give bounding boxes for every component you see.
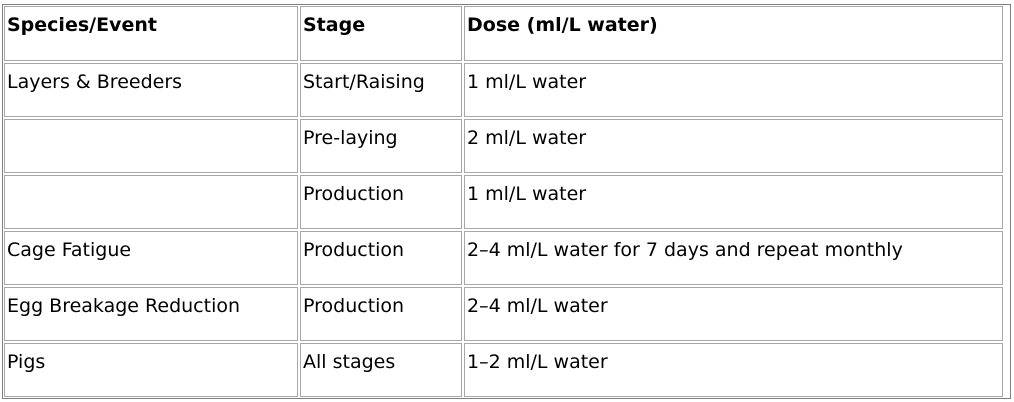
header-dose: Dose (ml/L water) (464, 6, 1003, 61)
table-row: Production 1 ml/L water (3, 174, 1010, 230)
cell-dose: 1 ml/L water (464, 63, 1003, 117)
table-header-row: Species/Event Stage Dose (ml/L water) (3, 5, 1010, 62)
table-row: Egg Breakage Reduction Production 2–4 ml… (3, 286, 1010, 342)
cell-dose: 1 ml/L water (464, 175, 1003, 229)
cell-species-event (4, 119, 298, 173)
header-species-event: Species/Event (4, 6, 298, 61)
cell-species-event: Cage Fatigue (4, 231, 298, 285)
cell-dose: 1–2 ml/L water (464, 343, 1003, 397)
cell-species-event: Pigs (4, 343, 298, 397)
table-row: Pre-laying 2 ml/L water (3, 118, 1010, 174)
cell-stage: Pre-laying (300, 119, 462, 173)
cell-species-event (4, 175, 298, 229)
header-stage: Stage (300, 6, 462, 61)
table-row: Layers & Breeders Start/Raising 1 ml/L w… (3, 62, 1010, 118)
cell-dose: 2–4 ml/L water for 7 days and repeat mon… (464, 231, 1003, 285)
cell-stage: Production (300, 287, 462, 341)
cell-species-event: Layers & Breeders (4, 63, 298, 117)
cell-stage: All stages (300, 343, 462, 397)
cell-dose: 2–4 ml/L water (464, 287, 1003, 341)
cell-species-event: Egg Breakage Reduction (4, 287, 298, 341)
cell-stage: Production (300, 231, 462, 285)
dosage-table: Species/Event Stage Dose (ml/L water) La… (2, 4, 1011, 399)
cell-stage: Production (300, 175, 462, 229)
cell-stage: Start/Raising (300, 63, 462, 117)
table-row: Pigs All stages 1–2 ml/L water (3, 342, 1010, 398)
table-row: Cage Fatigue Production 2–4 ml/L water f… (3, 230, 1010, 286)
cell-dose: 2 ml/L water (464, 119, 1003, 173)
